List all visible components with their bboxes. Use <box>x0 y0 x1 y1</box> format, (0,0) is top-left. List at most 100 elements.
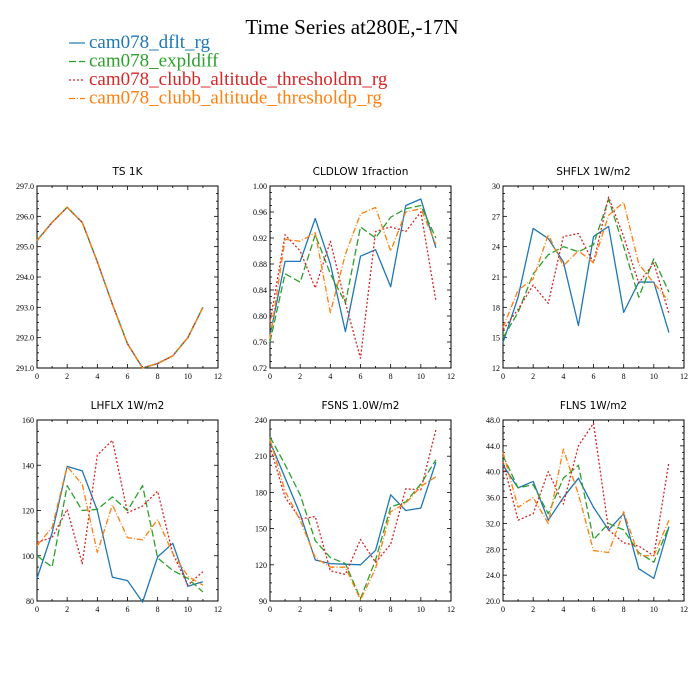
y-tick-label: 295.0 <box>16 243 34 252</box>
x-tick-label: 8 <box>156 605 160 614</box>
x-tick-label: 0 <box>268 372 272 381</box>
y-tick-label: 150 <box>255 525 267 534</box>
legend-entry: cam078_dflt_rg <box>69 32 211 53</box>
y-tick-label: 48.0 <box>486 416 500 425</box>
y-tick-label: 120 <box>22 507 34 516</box>
series-line-cam078_clubb_altitude_thresholdm_rg <box>36 439 204 586</box>
plot-frame <box>502 419 685 602</box>
x-tick-label: 6 <box>592 605 596 614</box>
x-tick-label: 2 <box>298 605 302 614</box>
chart-panels: TS 1K0 2 4 6 8 10 12291.0292.0293.0294.0295.02… <box>16 166 688 614</box>
legend-entry: cam078_clubb_altitude_thresholdp_rg <box>69 88 383 109</box>
series-line-cam078_clubb_altitude_thresholdp_rg <box>269 439 437 601</box>
series-line-cam078_clubb_altitude_thresholdp_rg <box>502 201 670 328</box>
x-tick-label: 10 <box>417 372 425 381</box>
y-tick-label: 36.0 <box>486 494 500 503</box>
y-tick-label: 0.80 <box>253 312 267 321</box>
x-tick-label: 12 <box>214 605 222 614</box>
panel-title: TS 1K <box>112 166 144 178</box>
plot-frame <box>36 185 219 369</box>
x-tick-label: 0 <box>501 372 505 381</box>
x-tick-label: 2 <box>531 372 535 381</box>
series-line-cam078_clubb_altitude_thresholdm_rg <box>269 429 437 576</box>
y-tick-label: 27 <box>492 212 500 221</box>
y-tick-label: 21 <box>492 273 500 282</box>
x-tick-label: 8 <box>622 605 626 614</box>
y-tick-label: 297.0 <box>16 182 34 191</box>
panel-title: FSNS 1.0W/m2 <box>322 400 400 412</box>
x-tick-label: 12 <box>447 605 455 614</box>
x-tick-label: 6 <box>359 372 363 381</box>
legend-label: cam078_clubb_altitude_thresholdp_rg <box>89 88 383 109</box>
y-tick-label: 291.0 <box>16 364 34 373</box>
x-tick-label: 0 <box>35 372 39 381</box>
series-line-cam078_dflt_rg <box>269 441 437 566</box>
panel-title: LHFLX 1W/m2 <box>91 400 165 412</box>
x-tick-label: 10 <box>417 605 425 614</box>
y-tick-label: 180 <box>255 488 267 497</box>
series-line-cam078_expldiff <box>269 436 437 600</box>
chart-panel: LHFLX 1W/m2 0 2 4 6 8 10 12 80 100 120 140 160 <box>22 400 222 614</box>
chart-panel: CLDLOW 1fraction 0 2 4 6 8 10 12 0.72 0.76 0.80 0.8… <box>253 166 455 381</box>
y-tick-label: 1.00 <box>253 182 267 191</box>
y-tick-label: 0.96 <box>253 208 267 217</box>
chart-panel: TS 1K 0 2 4 6 8 10 12 291.0 292.0 293.0 294.0 295.0 2… <box>16 166 222 381</box>
y-tick-label: 80 <box>26 597 34 606</box>
series-line-cam078_expldiff <box>502 198 670 339</box>
panel-title: CLDLOW 1fraction <box>313 166 409 178</box>
x-tick-label: 12 <box>447 372 455 381</box>
y-tick-label: 100 <box>22 552 34 561</box>
series-line-cam078_expldiff <box>502 455 670 563</box>
x-tick-label: 10 <box>184 605 192 614</box>
x-tick-label: 2 <box>298 372 302 381</box>
y-tick-label: 210 <box>255 452 267 461</box>
x-tick-label: 4 <box>95 372 99 381</box>
series-line-cam078_clubb_altitude_thresholdm_rg <box>502 196 670 330</box>
y-tick-label: 293.0 <box>16 303 34 312</box>
x-tick-label: 12 <box>680 372 688 381</box>
y-tick-label: 90 <box>259 597 267 606</box>
y-tick-label: 24.0 <box>486 571 500 580</box>
x-tick-label: 12 <box>680 605 688 614</box>
y-tick-label: 0.72 <box>253 364 267 373</box>
legend-entry: cam078_expldiff <box>69 51 219 72</box>
x-tick-label: 0 <box>35 605 39 614</box>
series-line-cam078_dflt_rg <box>36 206 204 369</box>
y-tick-label: 240 <box>255 416 267 425</box>
series-line-cam078_clubb_altitude_thresholdp_rg <box>36 465 204 586</box>
figure-title: Time Series at280E,-17N <box>245 15 458 39</box>
series-line-cam078_dflt_rg <box>502 225 670 343</box>
x-tick-label: 4 <box>561 605 565 614</box>
x-tick-label: 8 <box>389 372 393 381</box>
x-tick-label: 6 <box>126 605 130 614</box>
x-tick-label: 4 <box>561 372 565 381</box>
series-line-cam078_clubb_altitude_thresholdm_rg <box>502 422 670 557</box>
y-tick-label: 140 <box>22 461 34 470</box>
x-tick-label: 6 <box>592 372 596 381</box>
x-tick-label: 8 <box>156 372 160 381</box>
series-line-cam078_clubb_altitude_thresholdp_rg <box>36 206 204 369</box>
y-tick-label: 292.0 <box>16 334 34 343</box>
legend-label: cam078_expldiff <box>89 51 219 72</box>
y-tick-label: 40.0 <box>486 468 500 477</box>
y-tick-label: 296.0 <box>16 212 34 221</box>
y-tick-label: 20.0 <box>486 597 500 606</box>
y-tick-label: 0.76 <box>253 338 267 347</box>
plot-frame <box>269 419 452 602</box>
x-tick-label: 8 <box>622 372 626 381</box>
y-tick-label: 294.0 <box>16 273 34 282</box>
x-tick-label: 6 <box>126 372 130 381</box>
legend-entry: cam078_clubb_altitude_thresholdm_rg <box>69 69 388 90</box>
series-line-cam078_clubb_altitude_thresholdp_rg <box>502 448 670 557</box>
y-tick-label: 0.84 <box>253 286 267 295</box>
y-tick-label: 0.92 <box>253 234 267 243</box>
x-tick-label: 2 <box>65 605 69 614</box>
y-tick-label: 24 <box>492 243 500 252</box>
legend: cam078_dflt_rgcam078_expldiffcam078_club… <box>69 32 388 109</box>
panel-title: FLNS 1W/m2 <box>560 400 627 412</box>
plot-frame <box>502 185 685 369</box>
series-line-cam078_dflt_rg <box>36 465 204 603</box>
x-tick-label: 2 <box>65 372 69 381</box>
